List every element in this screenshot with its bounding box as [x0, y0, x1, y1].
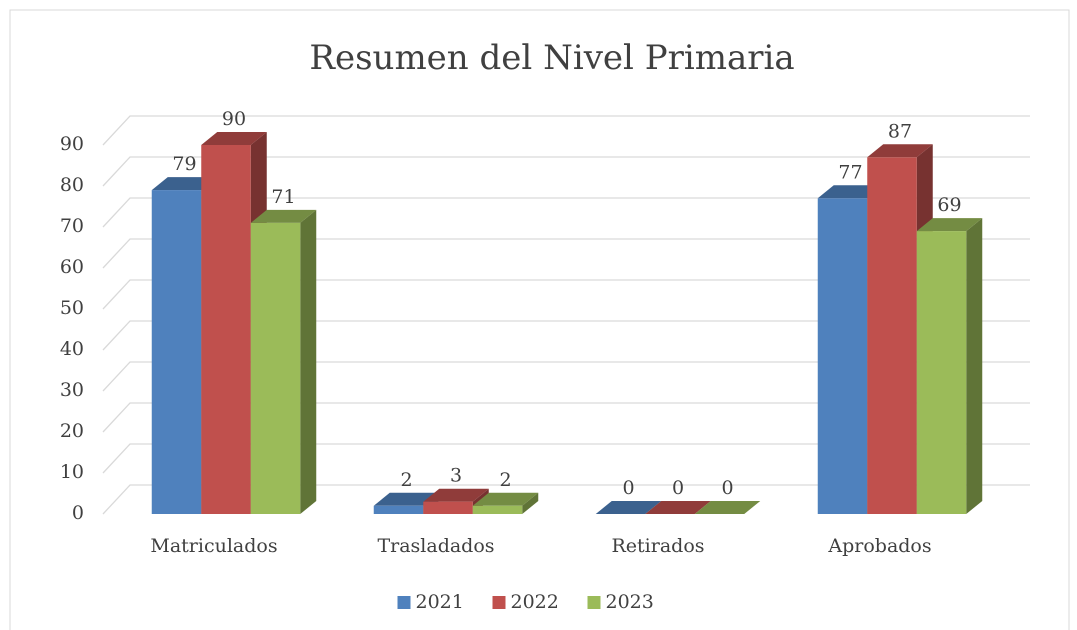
bar-front — [201, 145, 251, 514]
bar-top — [595, 501, 662, 514]
x-tick-label: Retirados — [611, 535, 704, 557]
y-tick-label: 70 — [60, 215, 84, 237]
data-label: 2 — [499, 469, 511, 491]
bar — [645, 501, 711, 514]
y-tick-label: 30 — [60, 379, 84, 401]
legend-swatch — [587, 596, 601, 609]
bar-top — [472, 492, 539, 506]
bar-top — [201, 132, 267, 145]
x-tick-label: Trasladados — [377, 535, 494, 557]
data-label: 71 — [271, 186, 295, 208]
bar-front — [423, 501, 473, 514]
bar-side — [300, 209, 317, 514]
legend-label: 2022 — [511, 591, 559, 613]
bar — [250, 209, 317, 514]
bar-top — [817, 185, 884, 199]
data-label: 0 — [622, 477, 634, 499]
y-tick-label: 0 — [72, 502, 84, 524]
y-tick-label: 80 — [60, 174, 84, 196]
bar-front — [916, 231, 967, 514]
data-label: 90 — [222, 108, 246, 130]
grid-line — [102, 238, 1030, 269]
bar-top — [867, 144, 933, 158]
data-label: 0 — [721, 477, 733, 499]
bar-top — [373, 492, 440, 506]
bar-top — [694, 501, 761, 514]
data-label: 0 — [672, 477, 684, 499]
legend-label: 2021 — [416, 591, 464, 613]
data-label: 69 — [937, 194, 961, 216]
bar-top — [916, 218, 983, 232]
legend-label: 2023 — [606, 591, 654, 613]
bar-front — [817, 198, 868, 515]
bar — [595, 501, 662, 514]
bar-side — [522, 492, 539, 514]
y-tick-label: 90 — [60, 133, 84, 155]
grid-line — [102, 320, 1030, 351]
legend-swatch — [397, 596, 411, 609]
bar-front — [250, 222, 301, 514]
data-label: 87 — [888, 120, 912, 142]
data-label: 79 — [172, 153, 196, 175]
bar-top — [250, 209, 317, 223]
bar-top — [645, 501, 711, 514]
bar-top — [151, 177, 218, 191]
bar — [472, 492, 539, 514]
bar-top — [423, 488, 489, 502]
data-label: 3 — [450, 465, 462, 487]
bar-front — [472, 505, 523, 514]
bar — [694, 501, 761, 514]
grid-line — [102, 484, 1030, 515]
y-tick-label: 60 — [60, 256, 84, 278]
bar-front — [151, 190, 202, 514]
legend-swatch — [492, 596, 506, 609]
grid-line — [102, 115, 1030, 146]
data-label: 2 — [400, 469, 412, 491]
grid-line — [102, 279, 1030, 310]
bar-front — [373, 505, 424, 514]
bar — [916, 218, 983, 514]
grid-line — [102, 156, 1030, 187]
x-tick-label: Aprobados — [827, 535, 931, 557]
grid-line — [102, 361, 1030, 392]
grid-line — [102, 443, 1030, 474]
y-tick-label: 20 — [60, 420, 84, 442]
y-tick-label: 10 — [60, 461, 84, 483]
grid-line — [102, 402, 1030, 433]
y-tick-label: 50 — [60, 297, 84, 319]
bar-side — [966, 218, 983, 514]
x-tick-label: Matriculados — [150, 535, 277, 557]
data-label: 77 — [838, 161, 862, 183]
y-tick-label: 40 — [60, 338, 84, 360]
chart-title: Resumen del Nivel Primaria — [309, 38, 794, 78]
grid-line — [102, 197, 1030, 228]
bar-front — [867, 157, 917, 515]
